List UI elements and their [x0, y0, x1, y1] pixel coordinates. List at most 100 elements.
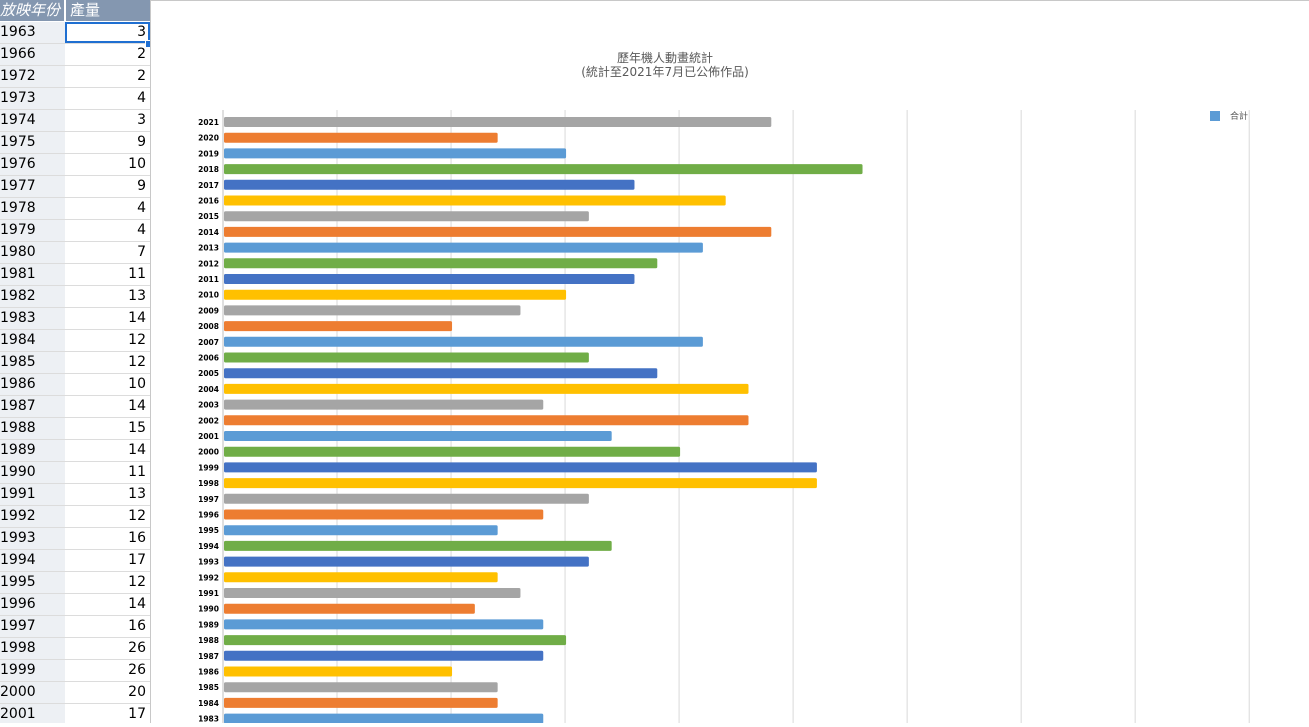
bar-1991[interactable] [224, 588, 521, 598]
count-cell[interactable]: 11 [128, 266, 146, 282]
bar-1993[interactable] [224, 556, 589, 567]
year-cell[interactable]: 1979 [0, 220, 65, 241]
bar-1985[interactable] [224, 682, 498, 693]
year-cell[interactable]: 1989 [0, 440, 65, 461]
bar-2020[interactable] [224, 132, 498, 143]
bar-2002[interactable] [224, 415, 749, 426]
count-cell[interactable]: 4 [137, 222, 146, 238]
column-header-year[interactable]: 放映年份 [0, 0, 64, 21]
year-cell[interactable]: 1987 [0, 396, 65, 417]
bar-2017[interactable] [224, 179, 635, 190]
bar-2009[interactable] [224, 305, 521, 316]
spreadsheet[interactable]: 放映年份 產量 1963 3 1966 2 1972 2 1973 4 1974 3 1975 9 19… [0, 0, 151, 723]
count-cell[interactable]: 26 [128, 640, 146, 656]
count-cell[interactable]: 14 [128, 596, 146, 612]
bar-2011[interactable] [224, 274, 635, 284]
year-cell[interactable]: 1974 [0, 110, 65, 131]
count-cell[interactable]: 20 [128, 684, 146, 700]
year-cell[interactable]: 2000 [0, 682, 65, 703]
column-header-count[interactable]: 產量 [66, 0, 150, 21]
bar-2001[interactable] [224, 431, 612, 441]
year-cell[interactable]: 1991 [0, 484, 65, 505]
bar-2008[interactable] [224, 321, 453, 332]
bar-1990[interactable] [224, 603, 475, 614]
bar-2019[interactable] [224, 148, 567, 159]
count-cell[interactable]: 9 [137, 178, 146, 194]
bar-2015[interactable] [224, 211, 589, 222]
year-cell[interactable]: 1981 [0, 264, 65, 285]
selected-count-cell[interactable]: 3 [65, 22, 150, 43]
bar-1987[interactable] [224, 650, 544, 661]
count-cell[interactable]: 26 [128, 662, 146, 678]
count-cell[interactable]: 13 [128, 288, 146, 304]
year-cell[interactable]: 1988 [0, 418, 65, 439]
count-cell[interactable]: 12 [128, 508, 146, 524]
year-cell[interactable]: 1997 [0, 616, 65, 637]
bar-1983[interactable] [224, 713, 544, 724]
bar-2021[interactable] [224, 117, 772, 127]
count-cell[interactable]: 12 [128, 332, 146, 348]
year-cell[interactable]: 1996 [0, 594, 65, 615]
bar-2004[interactable] [224, 383, 749, 394]
fill-handle[interactable] [145, 40, 150, 48]
year-cell[interactable]: 1975 [0, 132, 65, 153]
year-cell[interactable]: 1998 [0, 638, 65, 659]
count-cell[interactable]: 10 [128, 156, 146, 172]
bar-2014[interactable] [224, 226, 772, 237]
bar-1988[interactable] [224, 635, 567, 646]
year-cell[interactable]: 1976 [0, 154, 65, 175]
count-cell[interactable]: 3 [137, 112, 146, 128]
bar-chart[interactable]: 歷年機人動畫統計 (統計至2021年7月已公佈作品) 合計 2021202020… [152, 0, 1309, 724]
count-cell[interactable]: 9 [137, 134, 146, 150]
count-cell[interactable]: 12 [128, 574, 146, 590]
bar-2010[interactable] [224, 289, 567, 300]
bar-1999[interactable] [224, 462, 817, 473]
bar-1986[interactable] [224, 666, 453, 677]
count-cell[interactable]: 14 [128, 398, 146, 414]
bar-2005[interactable] [224, 368, 658, 379]
bar-1984[interactable] [224, 697, 498, 708]
year-cell[interactable]: 1999 [0, 660, 65, 681]
count-cell[interactable]: 10 [128, 376, 146, 392]
bar-2018[interactable] [224, 164, 863, 175]
year-cell[interactable]: 1966 [0, 44, 65, 65]
year-cell[interactable]: 1992 [0, 506, 65, 527]
count-cell[interactable]: 4 [137, 200, 146, 216]
year-cell[interactable]: 2001 [0, 704, 65, 723]
bar-1992[interactable] [224, 572, 498, 583]
count-cell[interactable]: 11 [128, 464, 146, 480]
bar-2013[interactable] [224, 242, 703, 253]
year-cell[interactable]: 1978 [0, 198, 65, 219]
count-cell[interactable]: 16 [128, 530, 146, 546]
bar-1997[interactable] [224, 493, 589, 504]
year-cell[interactable]: 1982 [0, 286, 65, 307]
year-cell[interactable]: 1983 [0, 308, 65, 329]
count-cell[interactable]: 13 [128, 486, 146, 502]
year-cell[interactable]: 1990 [0, 462, 65, 483]
count-cell[interactable]: 2 [137, 68, 146, 84]
count-cell[interactable]: 4 [137, 90, 146, 106]
count-cell[interactable]: 14 [128, 442, 146, 458]
year-cell[interactable]: 1977 [0, 176, 65, 197]
bar-2007[interactable] [224, 336, 703, 347]
year-cell[interactable]: 1980 [0, 242, 65, 263]
bar-2000[interactable] [224, 446, 681, 457]
count-cell[interactable]: 7 [137, 244, 146, 260]
bar-1995[interactable] [224, 525, 498, 536]
year-cell[interactable]: 1986 [0, 374, 65, 395]
bar-2003[interactable] [224, 399, 544, 410]
count-cell[interactable]: 17 [128, 706, 146, 722]
year-cell[interactable]: 1984 [0, 330, 65, 351]
year-cell[interactable]: 1973 [0, 88, 65, 109]
count-cell[interactable]: 15 [128, 420, 146, 436]
count-cell[interactable]: 2 [137, 46, 146, 62]
bar-1994[interactable] [224, 540, 612, 551]
count-cell[interactable]: 12 [128, 354, 146, 370]
bar-2012[interactable] [224, 258, 658, 269]
year-cell[interactable]: 1993 [0, 528, 65, 549]
count-cell[interactable]: 14 [128, 310, 146, 326]
year-cell[interactable]: 1985 [0, 352, 65, 373]
chart[interactable]: 歷年機人動畫統計 (統計至2021年7月已公佈作品) 合計 2021 2020 20… [152, 0, 1309, 724]
year-cell[interactable]: 1963 [0, 22, 65, 43]
year-cell[interactable]: 1994 [0, 550, 65, 571]
